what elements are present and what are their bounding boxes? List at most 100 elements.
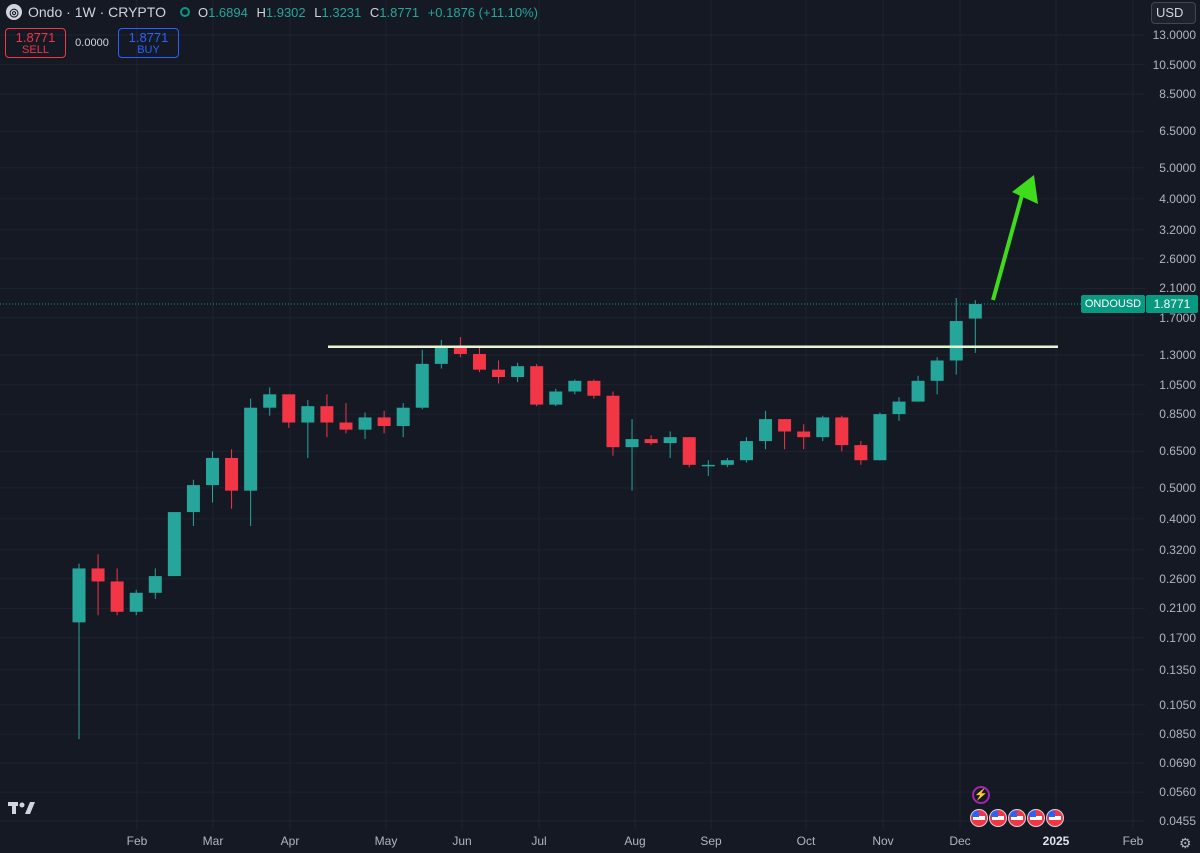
us-flag-icon[interactable]	[989, 809, 1007, 827]
candle-up[interactable]	[892, 401, 906, 415]
candle-down[interactable]	[644, 439, 658, 444]
candle-up[interactable]	[244, 407, 258, 491]
price-tick-label: 0.1350	[1159, 662, 1196, 677]
price-tick-label: 0.8500	[1159, 407, 1196, 422]
us-flag-icon[interactable]	[1046, 809, 1064, 827]
candle-up[interactable]	[129, 592, 143, 612]
time-tick-label: Nov	[872, 834, 894, 848]
time-tick-label: Jul	[531, 834, 547, 848]
us-flag-icon[interactable]	[1027, 809, 1045, 827]
price-tick-label: 0.1700	[1159, 630, 1196, 645]
chart-plot-area[interactable]	[0, 0, 1145, 830]
price-axis[interactable]: 13.0000 10.5000 8.5000 6.5000 5.0000 4.0000 3.…	[1145, 0, 1200, 853]
candle-down[interactable]	[472, 353, 486, 370]
candle-up[interactable]	[873, 414, 887, 461]
candle-up[interactable]	[186, 485, 200, 513]
ohlc-values: O1.6894 H1.9302 L1.3231 C1.8771 +0.1876 …	[198, 5, 538, 20]
candle-up[interactable]	[663, 437, 677, 444]
buy-button[interactable]: 1.8771 BUY	[118, 28, 179, 58]
price-tick-label: 8.5000	[1159, 87, 1196, 102]
candle-down[interactable]	[530, 366, 544, 405]
candle-down[interactable]	[682, 437, 696, 465]
candle-up[interactable]	[816, 417, 830, 438]
candle-up[interactable]	[968, 303, 982, 319]
candle-down[interactable]	[835, 417, 849, 446]
candle-up[interactable]	[167, 512, 181, 577]
up-arrow-annotation[interactable]	[991, 175, 1038, 301]
time-tick-label: May	[374, 834, 398, 848]
us-flag-icon[interactable]	[1008, 809, 1026, 827]
candle-up[interactable]	[568, 380, 582, 392]
candle-down[interactable]	[492, 369, 506, 378]
sell-button[interactable]: 1.8771 SELL	[5, 28, 66, 58]
symbol-price-label: ONDOUSD	[1081, 295, 1145, 313]
candle-down[interactable]	[778, 419, 792, 432]
candle-up[interactable]	[205, 457, 219, 486]
candle-up[interactable]	[701, 464, 715, 467]
price-tick-label: 0.0560	[1159, 785, 1196, 800]
settings-gear-icon[interactable]: ⚙	[1179, 835, 1192, 851]
symbol-title[interactable]: Ondo · 1W · CRYPTO	[28, 4, 166, 20]
candle-down[interactable]	[339, 422, 353, 430]
candle-up[interactable]	[358, 417, 372, 430]
price-tick-label: 5.0000	[1159, 160, 1196, 175]
high-value: 1.9302	[265, 4, 306, 20]
candle-down[interactable]	[91, 568, 105, 582]
price-tick-label: 13.0000	[1152, 28, 1196, 42]
tradingview-logo-icon[interactable]	[8, 800, 38, 821]
price-tick-label: 6.5000	[1159, 124, 1196, 139]
price-tick-label: 1.3000	[1159, 348, 1196, 363]
trade-panel: 1.8771 SELL 0.0000 1.8771 BUY	[5, 28, 179, 58]
price-tick-label: 0.2100	[1159, 601, 1196, 616]
candle-up[interactable]	[549, 391, 563, 405]
price-tick-label: 0.5000	[1159, 480, 1196, 495]
time-tick-label: Dec	[949, 834, 971, 848]
price-tick-label: 0.3200	[1159, 542, 1196, 557]
candle-down[interactable]	[377, 417, 391, 427]
grid-lines	[0, 0, 1145, 830]
time-tick-label: Feb	[1122, 834, 1144, 848]
candle-up[interactable]	[72, 568, 86, 623]
candle-down[interactable]	[606, 395, 620, 448]
price-tick-label: 0.6500	[1159, 444, 1196, 459]
open-value: 1.6894	[208, 4, 248, 20]
price-tick-label: 3.2000	[1159, 222, 1196, 237]
lightning-event-icon[interactable]: ⚡	[972, 786, 990, 804]
candle-up[interactable]	[263, 394, 277, 408]
candle-down[interactable]	[110, 581, 124, 612]
candle-up[interactable]	[625, 439, 639, 448]
candle-up[interactable]	[511, 366, 525, 378]
time-axis[interactable]: Feb Mar Apr May Jun Jul Aug Sep Oct Nov Dec 2025 Feb	[0, 830, 1145, 853]
price-tick-label: 0.0850	[1159, 727, 1196, 742]
candle-up[interactable]	[759, 419, 773, 442]
candle-up[interactable]	[739, 441, 753, 461]
close-value: 1.8771	[379, 4, 420, 20]
candlestick-series	[72, 297, 982, 740]
candle-down[interactable]	[320, 406, 334, 423]
candle-up[interactable]	[301, 406, 315, 423]
price-tick-label: 0.0690	[1159, 756, 1196, 771]
open-label: O	[197, 4, 209, 20]
candle-up[interactable]	[949, 321, 963, 361]
price-tick-label: 0.1050	[1159, 697, 1196, 712]
price-tick-label: 4.0000	[1159, 191, 1196, 206]
candle-up[interactable]	[434, 346, 448, 364]
candle-up[interactable]	[911, 380, 925, 402]
candle-up[interactable]	[396, 407, 410, 427]
price-tick-label: 2.1000	[1159, 281, 1196, 296]
price-tick-label: 1.7000	[1159, 310, 1196, 325]
candle-up[interactable]	[720, 460, 734, 465]
candle-down[interactable]	[282, 394, 296, 423]
candle-down[interactable]	[797, 431, 811, 438]
price-tick-label: 10.5000	[1152, 57, 1196, 72]
candle-down[interactable]	[225, 457, 239, 491]
candle-down[interactable]	[854, 445, 868, 461]
candle-up[interactable]	[930, 360, 944, 381]
candle-up[interactable]	[415, 363, 429, 408]
candle-down[interactable]	[587, 380, 601, 396]
candle-down[interactable]	[453, 346, 467, 354]
currency-selector[interactable]: USD	[1151, 2, 1196, 24]
price-tick-label: 0.4000	[1159, 511, 1196, 526]
candle-up[interactable]	[148, 576, 162, 593]
us-flag-icon[interactable]	[970, 809, 988, 827]
